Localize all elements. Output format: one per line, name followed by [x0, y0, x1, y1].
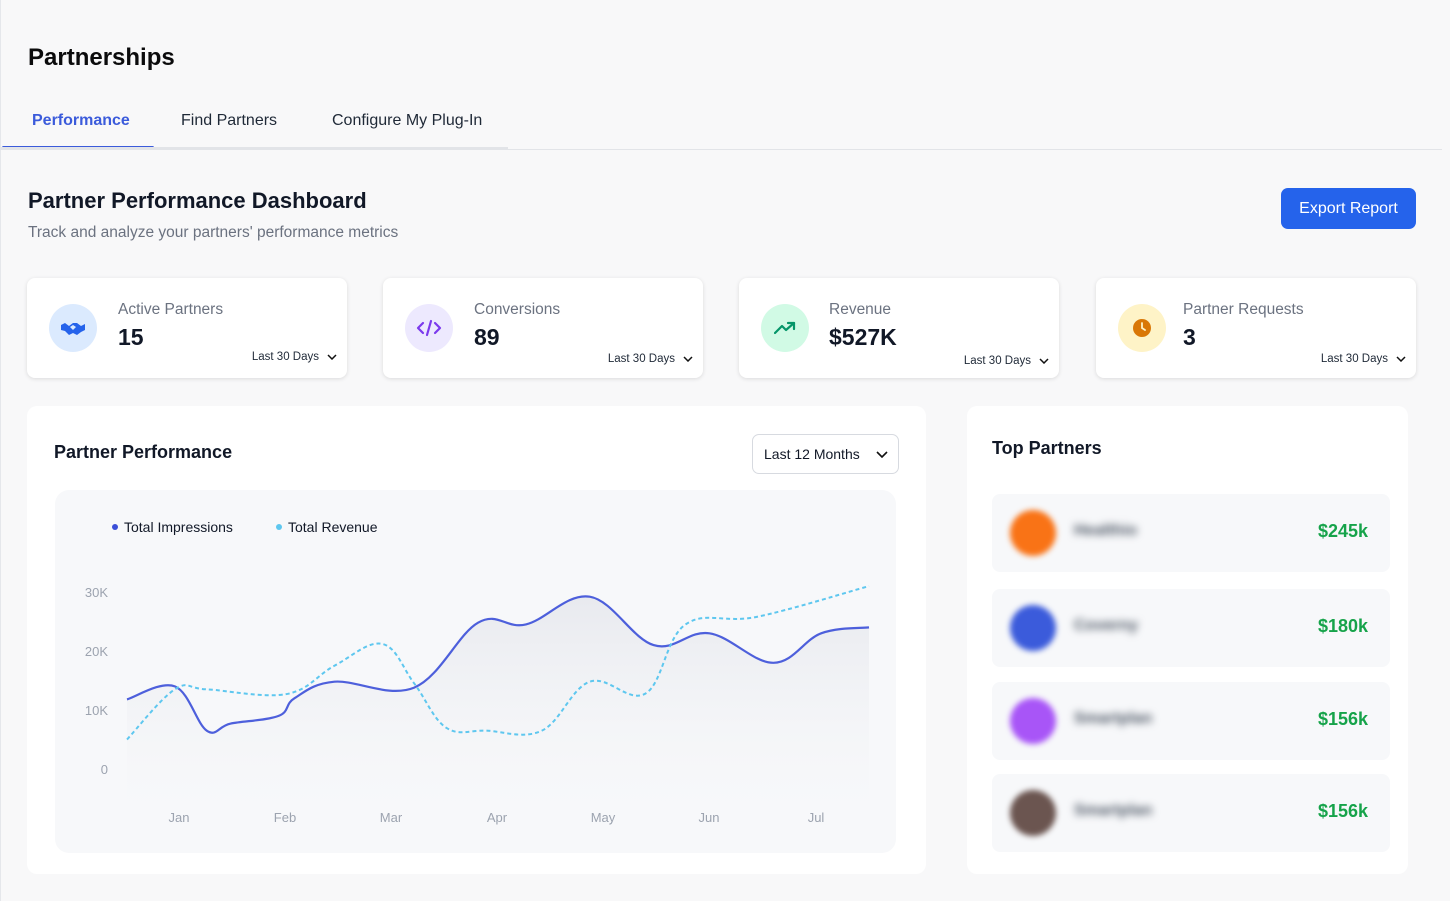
legend-label: Total Impressions [124, 519, 233, 535]
legend-dot [112, 524, 118, 530]
legend-dot [276, 524, 282, 530]
partner-revenue: $180k [1317, 616, 1368, 636]
tab-bar: Performance Find Partners Configure My P… [0, 100, 1442, 150]
chevron-down-icon [327, 354, 337, 360]
period-label: Last 30 Days [607, 353, 675, 365]
chart-title: Partner Performance [54, 442, 233, 462]
period-dropdown[interactable]: Last 30 Days [608, 353, 693, 365]
range-select[interactable]: Last 12 Months [752, 434, 899, 474]
tab-configure-plugin[interactable]: Configure My Plug-In [332, 112, 483, 129]
tab-divider [0, 147, 508, 149]
partner-revenue: $245k [1317, 521, 1368, 541]
dashboard-title: Partner Performance Dashboard [28, 188, 367, 213]
series-line-revenue [126, 585, 870, 741]
partner-name: Smartplan [1074, 710, 1153, 727]
period-dropdown[interactable]: Last 30 Days [252, 351, 337, 363]
partner-row[interactable]: Smartplan $156k [992, 774, 1390, 852]
dashboard-subtitle: Track and analyze your partners' perform… [28, 224, 399, 241]
chevron-down-icon [876, 450, 888, 458]
partner-avatar [1010, 510, 1056, 556]
stat-card-partner-requests: Partner Requests 3 Last 30 Days [1096, 278, 1416, 378]
period-label: Last 30 Days [1320, 353, 1388, 365]
stat-value: $527K [829, 324, 897, 350]
stat-value: 3 [1183, 324, 1196, 350]
partner-avatar [1010, 605, 1056, 651]
top-partners-card: Top Partners Healthio $245k Coverny $180… [967, 406, 1408, 874]
stat-value: 89 [474, 324, 500, 350]
code-icon [405, 304, 453, 352]
page-title: Partnerships [28, 44, 175, 71]
partner-name: Coverny [1074, 617, 1139, 634]
chevron-down-icon [683, 356, 693, 362]
partner-avatar [1010, 698, 1056, 744]
legend-item-revenue[interactable]: Total Revenue [276, 519, 378, 535]
stat-label: Conversions [474, 301, 561, 318]
top-partners-title: Top Partners [992, 438, 1102, 458]
trending-up-icon [761, 304, 809, 352]
partner-performance-card: Partner Performance Last 12 Months Total… [27, 406, 926, 874]
y-tick-label: 30K [85, 585, 108, 600]
stat-card-active-partners: Active Partners 15 Last 30 Days [27, 278, 347, 378]
partner-row[interactable]: Smartplan $156k [992, 682, 1390, 760]
partner-revenue: $156k [1317, 801, 1368, 821]
series-line-impressions [126, 595, 870, 734]
y-tick-label: 20K [85, 644, 108, 659]
partner-revenue: $156k [1317, 709, 1368, 729]
export-report-button[interactable]: Export Report [1281, 188, 1416, 229]
partner-row[interactable]: Coverny $180k [992, 589, 1390, 667]
range-select-value: Last 12 Months [764, 446, 860, 462]
stat-card-conversions: Conversions 89 Last 30 Days [383, 278, 703, 378]
chart-area: Total Impressions Total Revenue 30K 20K 10… [55, 490, 896, 853]
stat-label: Partner Requests [1183, 301, 1304, 318]
stat-label: Revenue [829, 301, 892, 318]
period-dropdown[interactable]: Last 30 Days [964, 355, 1049, 367]
partner-avatar [1010, 790, 1056, 836]
handshake-icon [49, 304, 97, 352]
legend-label: Total Revenue [288, 519, 378, 535]
period-label: Last 30 Days [963, 355, 1031, 367]
line-chart: 30K20K10K0JanFebMarAprMayJunJul [85, 585, 870, 825]
chevron-down-icon [1396, 356, 1406, 362]
stat-label: Active Partners [118, 301, 224, 318]
period-label: Last 30 Days [251, 351, 319, 363]
clock-icon [1118, 304, 1166, 352]
period-dropdown[interactable]: Last 30 Days [1321, 353, 1406, 365]
y-tick-label: 10K [85, 703, 108, 718]
partner-name: Smartplan [1074, 802, 1153, 819]
window-edge [0, 0, 1, 901]
partner-row[interactable]: Healthio $245k [992, 494, 1390, 572]
stat-card-revenue: Revenue $527K Last 30 Days [739, 278, 1059, 378]
chevron-down-icon [1039, 358, 1049, 364]
tab-performance[interactable]: Performance [32, 112, 130, 129]
y-tick-label: 0 [101, 762, 108, 777]
legend-item-impressions[interactable]: Total Impressions [112, 519, 233, 535]
stat-value: 15 [118, 324, 144, 350]
tab-find-partners[interactable]: Find Partners [181, 112, 278, 129]
impressions-area [127, 596, 869, 819]
partner-name: Healthio [1074, 522, 1138, 539]
